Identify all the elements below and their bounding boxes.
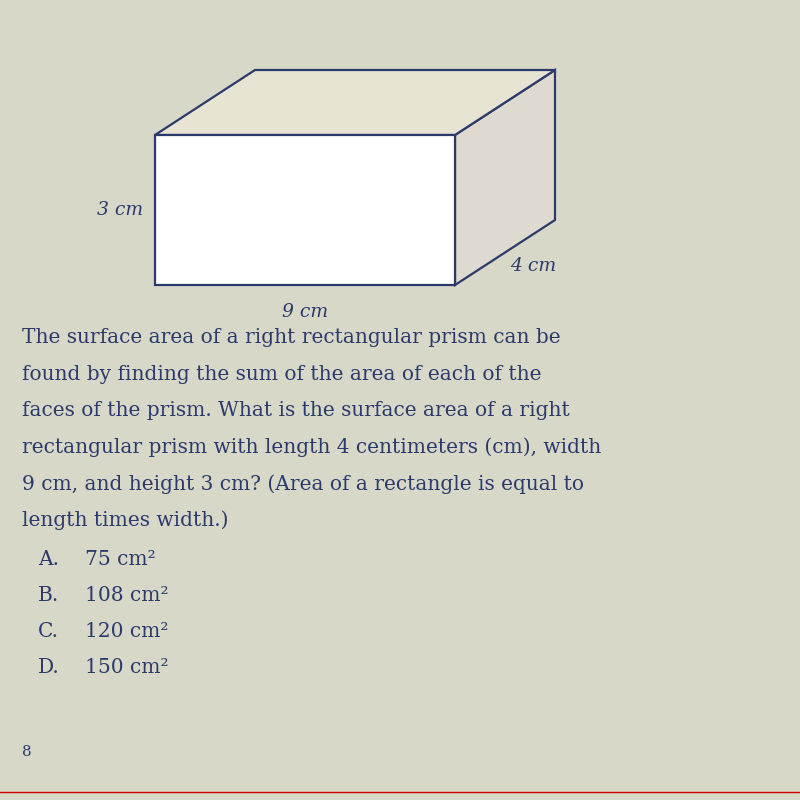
- Text: B.: B.: [38, 586, 59, 605]
- Text: 120 cm²: 120 cm²: [85, 622, 168, 641]
- Text: 3 cm: 3 cm: [97, 201, 143, 219]
- Text: 9 cm, and height 3 cm? (Area of a rectangle is equal to: 9 cm, and height 3 cm? (Area of a rectan…: [22, 474, 584, 494]
- Text: 9 cm: 9 cm: [282, 303, 328, 321]
- Text: found by finding the sum of the area of each of the: found by finding the sum of the area of …: [22, 365, 542, 383]
- Text: rectangular prism with length 4 centimeters (cm), width: rectangular prism with length 4 centimet…: [22, 438, 602, 457]
- Polygon shape: [155, 135, 455, 285]
- Text: D.: D.: [38, 658, 60, 677]
- Polygon shape: [155, 70, 555, 135]
- Text: A.: A.: [38, 550, 59, 569]
- Text: length times width.): length times width.): [22, 510, 229, 530]
- Text: 8: 8: [22, 745, 32, 759]
- Text: C.: C.: [38, 622, 59, 641]
- Text: 4 cm: 4 cm: [510, 258, 556, 275]
- Text: 108 cm²: 108 cm²: [85, 586, 169, 605]
- Text: 150 cm²: 150 cm²: [85, 658, 169, 677]
- Text: 75 cm²: 75 cm²: [85, 550, 156, 569]
- Text: faces of the prism. What is the surface area of a right: faces of the prism. What is the surface …: [22, 401, 570, 420]
- Text: The surface area of a right rectangular prism can be: The surface area of a right rectangular …: [22, 328, 561, 347]
- Polygon shape: [455, 70, 555, 285]
